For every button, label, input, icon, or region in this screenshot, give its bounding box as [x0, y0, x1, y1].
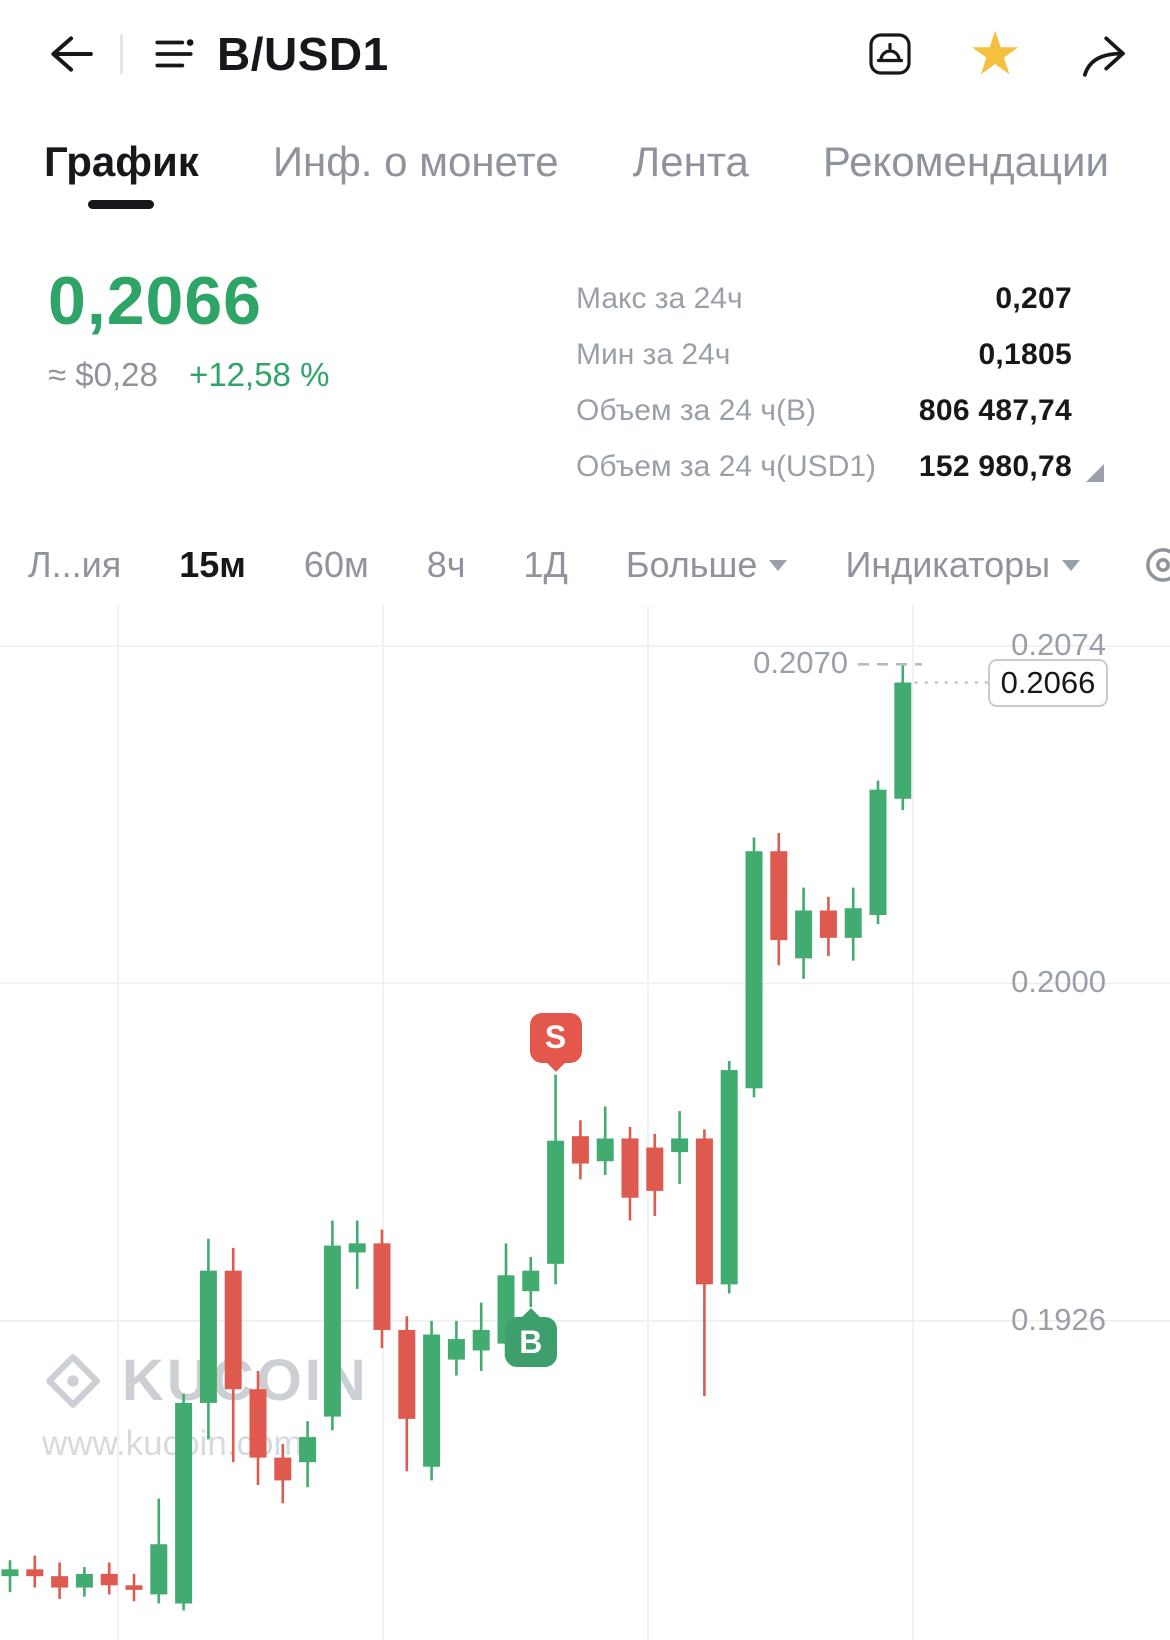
price-alert-button[interactable] [866, 30, 914, 78]
settings-icon [1146, 548, 1170, 582]
current-price-label[interactable]: 0.2066 [988, 658, 1108, 707]
favorite-button[interactable]: ★ [968, 20, 1022, 87]
chevron-down-icon [769, 559, 788, 571]
tab-recommendations[interactable]: Рекомендации [823, 138, 1109, 209]
top-bar: B/USD1 ★ [0, 16, 1170, 92]
price-axis-label: 0.1926 [1011, 1301, 1106, 1337]
topbar-actions: ★ [866, 20, 1126, 87]
price-axis-label: 0.2000 [1011, 964, 1106, 1000]
back-arrow-icon [51, 36, 93, 72]
divider [120, 34, 123, 74]
high-price-label: 0.2070 [753, 645, 848, 681]
chart-toolbar: Л...ия 15м 60м 8ч 1Д Больше Индикаторы [28, 540, 1170, 590]
kucoin-logo-icon [46, 1353, 100, 1408]
fiat-price: ≈ $0,28 [48, 356, 158, 393]
share-icon [1082, 36, 1125, 77]
stat-row-volume-quote: Объем за 24 ч(USD1) 152 980,78 [576, 450, 1104, 484]
share-button[interactable] [1076, 29, 1126, 79]
star-icon: ★ [968, 20, 1022, 87]
sell-marker[interactable]: S [529, 1012, 582, 1063]
tab-label: Инф. о монете [272, 138, 559, 185]
chart-settings-button[interactable] [1138, 540, 1170, 590]
market-list-icon [155, 39, 194, 68]
tab-chart[interactable]: График [44, 138, 199, 209]
back-button[interactable] [44, 29, 94, 79]
timeframe-15m[interactable]: 15м [179, 544, 246, 585]
market-list-button[interactable] [149, 29, 199, 79]
more-label: Больше [625, 544, 758, 585]
stat-label: Мин за 24ч [576, 338, 731, 371]
buy-marker[interactable]: B [504, 1317, 557, 1368]
alert-icon [869, 33, 911, 75]
stat-value: 806 487,74 [918, 394, 1072, 427]
expand-triangle-icon[interactable] [1086, 464, 1104, 482]
tab-label: Рекомендации [822, 138, 1109, 185]
pair-title: B/USD1 [217, 28, 389, 80]
price-subline: ≈ $0,28 +12,58 % [48, 356, 329, 394]
stats-panel: Макс за 24ч 0,207 Мин за 24ч 0,1805 Объе… [576, 282, 1104, 506]
last-price: 0,2066 [48, 263, 262, 339]
tab-label: График [44, 138, 199, 185]
price-block: 0,2066 ≈ $0,28 +12,58 % [48, 262, 329, 394]
stat-label: Объем за 24 ч(USD1) [576, 450, 877, 483]
tab-bar: График Инф. о монете Лента Рекомендации [44, 138, 1170, 209]
chevron-down-icon [1062, 559, 1081, 571]
timeframe-line[interactable]: Л...ия [28, 544, 122, 585]
timeframe-1d[interactable]: 1Д [523, 544, 568, 585]
stat-value: 0,207 [995, 282, 1072, 315]
price-change: +12,58 % [189, 356, 330, 393]
tab-label: Лента [632, 138, 749, 185]
timeframe-8h[interactable]: 8ч [426, 544, 466, 585]
more-dropdown[interactable]: Больше [626, 544, 788, 586]
timeframe-60m[interactable]: 60м [303, 544, 369, 585]
stat-label: Объем за 24 ч(B) [576, 394, 817, 427]
stat-row-high: Макс за 24ч 0,207 [576, 282, 1072, 316]
stat-row-low: Мин за 24ч 0,1805 [576, 338, 1072, 372]
chart-area[interactable]: KUCOIN www.kucoin.com 0.2074 0.2000 0.1926… [0, 605, 1170, 1640]
stat-value: 152 980,78 [918, 450, 1072, 483]
stat-value: 0,1805 [978, 338, 1072, 371]
tab-coin-info[interactable]: Инф. о монете [273, 138, 559, 209]
tab-feed[interactable]: Лента [633, 138, 749, 209]
candlestick-chart[interactable] [0, 605, 1170, 1640]
price-axis-label: 0.2074 [1011, 627, 1106, 663]
stat-label: Макс за 24ч [576, 282, 743, 315]
stat-row-volume-base: Объем за 24 ч(B) 806 487,74 [576, 394, 1072, 428]
active-tab-underline [88, 200, 155, 209]
indicators-label: Индикаторы [845, 544, 1051, 585]
indicators-dropdown[interactable]: Индикаторы [845, 544, 1081, 586]
